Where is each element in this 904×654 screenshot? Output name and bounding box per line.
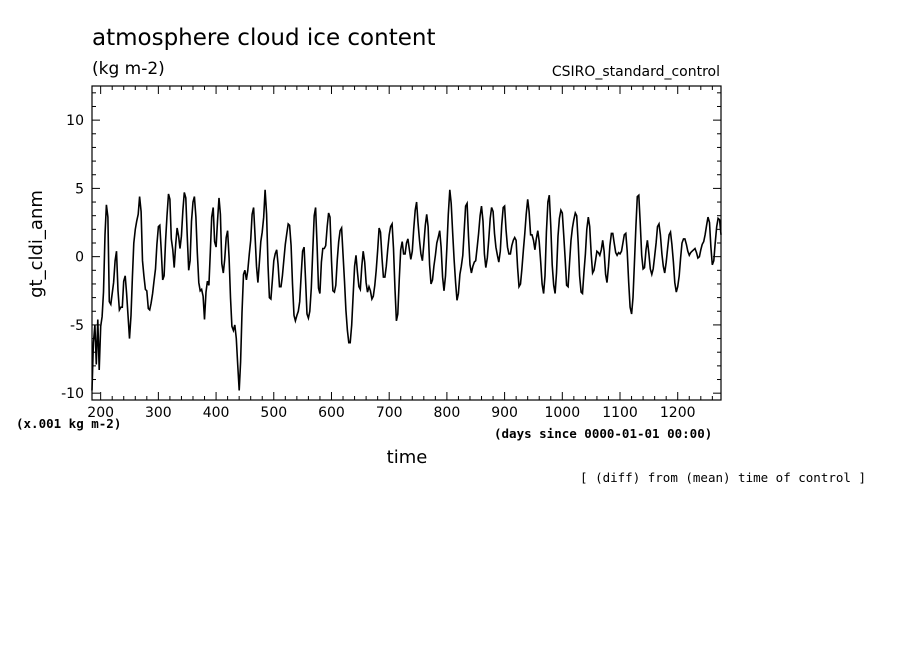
x-tick-label: 700 xyxy=(376,405,403,421)
x-tick-label: 1000 xyxy=(544,405,580,421)
x-tick-label: 300 xyxy=(145,405,172,421)
series-line xyxy=(91,189,722,391)
x-tick-label: 200 xyxy=(87,405,114,421)
x-tick-label: 800 xyxy=(434,405,461,421)
chart-title: atmosphere cloud ice content xyxy=(92,25,435,51)
y-tick-label: -10 xyxy=(61,386,84,402)
dataset-label: CSIRO_standard_control xyxy=(552,64,720,80)
y-scale-note: (x.001 kg m-2) xyxy=(16,416,121,431)
units-label: (kg m-2) xyxy=(92,59,165,79)
x-tick-label: 1200 xyxy=(660,405,696,421)
y-axis-title: gt_cldi_anm xyxy=(26,190,47,298)
x-tick-label: 1100 xyxy=(602,405,638,421)
y-tick-label: 10 xyxy=(66,113,84,129)
y-tick-label: 5 xyxy=(75,181,84,197)
footnote: [ (diff) from (mean) time of control ] xyxy=(580,470,866,485)
plot-area: 200 300 400 500 600 700 800 900 1000 1100 1200 -10 -… xyxy=(61,85,722,421)
x-origin-note: (days since 0000-01-01 00:00) xyxy=(494,426,712,441)
x-tick-label: 500 xyxy=(260,405,287,421)
tick-labels: 200 300 400 500 600 700 800 900 1000 1100 1200 -10 -… xyxy=(61,113,695,421)
x-tick-label: 400 xyxy=(203,405,230,421)
y-tick-label: -5 xyxy=(70,318,84,334)
ticks xyxy=(92,86,721,400)
x-tick-label: 600 xyxy=(318,405,345,421)
y-tick-label: 0 xyxy=(75,250,84,266)
x-axis-title: time xyxy=(387,447,428,468)
x-tick-label: 900 xyxy=(491,405,518,421)
